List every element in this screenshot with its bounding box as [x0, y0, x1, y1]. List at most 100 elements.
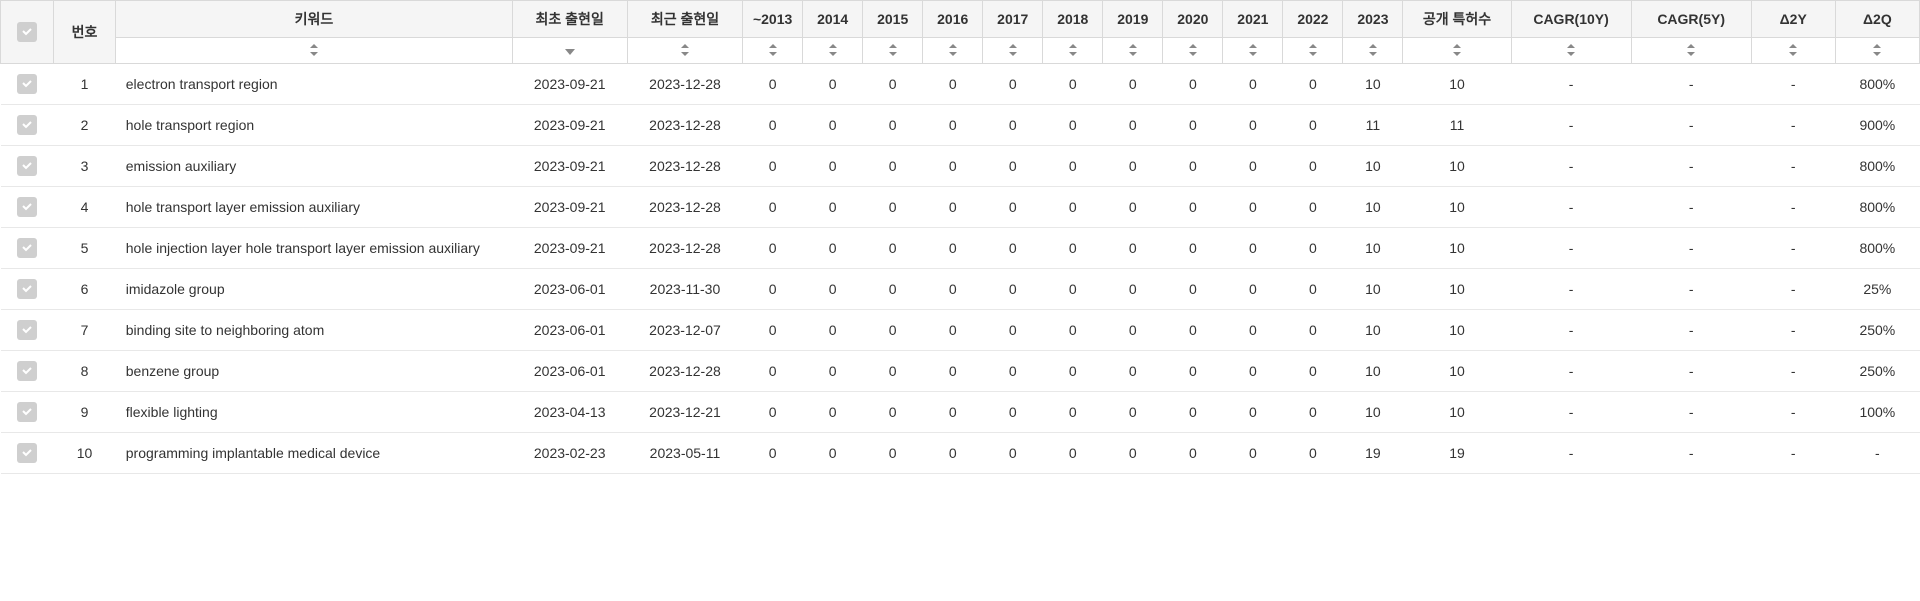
row-d2q: 25% — [1835, 269, 1919, 310]
row-y2015: 0 — [863, 187, 923, 228]
sort-both-icon — [1186, 43, 1200, 57]
header-delta2y[interactable]: Δ2Y — [1751, 1, 1835, 38]
row-keyword: flexible lighting — [116, 392, 512, 433]
header-no[interactable]: 번호 — [53, 1, 115, 64]
row-cagr10: - — [1511, 187, 1631, 228]
row-last-date: 2023-12-28 — [627, 228, 742, 269]
header-y2013[interactable]: ~2013 — [743, 1, 803, 38]
sort-d2y[interactable] — [1751, 38, 1835, 64]
sort-both-icon — [766, 43, 780, 57]
row-checkbox[interactable] — [17, 320, 37, 340]
sort-y2022[interactable] — [1283, 38, 1343, 64]
table-row: 4hole transport layer emission auxiliary… — [1, 187, 1920, 228]
row-y2019: 0 — [1103, 64, 1163, 105]
row-first-date: 2023-09-21 — [512, 228, 627, 269]
sort-first-date[interactable] — [512, 38, 627, 64]
sort-d2q[interactable] — [1835, 38, 1919, 64]
row-keyword: hole transport layer emission auxiliary — [116, 187, 512, 228]
row-y2019: 0 — [1103, 351, 1163, 392]
table-body: 1electron transport region2023-09-212023… — [1, 64, 1920, 474]
row-y2013: 0 — [743, 351, 803, 392]
header-delta2q[interactable]: Δ2Q — [1835, 1, 1919, 38]
row-cagr10: - — [1511, 64, 1631, 105]
row-y2018: 0 — [1043, 310, 1103, 351]
row-checkbox[interactable] — [17, 197, 37, 217]
row-y2021: 0 — [1223, 351, 1283, 392]
header-checkbox-cell — [1, 1, 54, 64]
row-checkbox[interactable] — [17, 238, 37, 258]
row-y2013: 0 — [743, 146, 803, 187]
row-checkbox[interactable] — [17, 279, 37, 299]
row-y2023: 10 — [1343, 269, 1403, 310]
header-y2018[interactable]: 2018 — [1043, 1, 1103, 38]
row-y2022: 0 — [1283, 392, 1343, 433]
header-y2022[interactable]: 2022 — [1283, 1, 1343, 38]
row-d2y: - — [1751, 64, 1835, 105]
sort-keyword[interactable] — [116, 38, 512, 64]
header-first-date[interactable]: 최초 출현일 — [512, 1, 627, 38]
row-d2y: - — [1751, 433, 1835, 474]
row-y2014: 0 — [803, 351, 863, 392]
sort-y2014[interactable] — [803, 38, 863, 64]
row-checkbox[interactable] — [17, 402, 37, 422]
row-d2y: - — [1751, 269, 1835, 310]
sort-y2021[interactable] — [1223, 38, 1283, 64]
header-last-date[interactable]: 최근 출현일 — [627, 1, 742, 38]
sort-y2013[interactable] — [743, 38, 803, 64]
header-y2016[interactable]: 2016 — [923, 1, 983, 38]
row-checkbox[interactable] — [17, 74, 37, 94]
row-y2013: 0 — [743, 392, 803, 433]
sort-y2017[interactable] — [983, 38, 1043, 64]
row-y2017: 0 — [983, 433, 1043, 474]
row-y2014: 0 — [803, 187, 863, 228]
row-first-date: 2023-02-23 — [512, 433, 627, 474]
sort-y2018[interactable] — [1043, 38, 1103, 64]
row-y2020: 0 — [1163, 146, 1223, 187]
row-y2017: 0 — [983, 64, 1043, 105]
sort-cagr10[interactable] — [1511, 38, 1631, 64]
header-cagr10[interactable]: CAGR(10Y) — [1511, 1, 1631, 38]
row-pub: 10 — [1403, 146, 1511, 187]
row-y2021: 0 — [1223, 64, 1283, 105]
row-checkbox[interactable] — [17, 115, 37, 135]
row-last-date: 2023-12-07 — [627, 310, 742, 351]
row-checkbox[interactable] — [17, 443, 37, 463]
header-y2021[interactable]: 2021 — [1223, 1, 1283, 38]
row-d2q: 800% — [1835, 146, 1919, 187]
sort-y2019[interactable] — [1103, 38, 1163, 64]
header-y2020[interactable]: 2020 — [1163, 1, 1223, 38]
header-y2015[interactable]: 2015 — [863, 1, 923, 38]
sort-last-date[interactable] — [627, 38, 742, 64]
row-y2020: 0 — [1163, 64, 1223, 105]
table-row: 6imidazole group2023-06-012023-11-300000… — [1, 269, 1920, 310]
table-row: 7binding site to neighboring atom2023-06… — [1, 310, 1920, 351]
row-last-date: 2023-12-28 — [627, 105, 742, 146]
header-keyword[interactable]: 키워드 — [116, 1, 512, 38]
sort-pub[interactable] — [1403, 38, 1511, 64]
row-checkbox[interactable] — [17, 156, 37, 176]
header-y2017[interactable]: 2017 — [983, 1, 1043, 38]
sort-cagr5[interactable] — [1631, 38, 1751, 64]
row-y2020: 0 — [1163, 187, 1223, 228]
select-all-checkbox[interactable] — [17, 22, 37, 42]
row-keyword: electron transport region — [116, 64, 512, 105]
sort-y2023[interactable] — [1343, 38, 1403, 64]
sort-y2020[interactable] — [1163, 38, 1223, 64]
row-keyword: imidazole group — [116, 269, 512, 310]
row-y2015: 0 — [863, 228, 923, 269]
header-y2023[interactable]: 2023 — [1343, 1, 1403, 38]
sort-both-icon — [1564, 43, 1578, 57]
row-y2023: 10 — [1343, 228, 1403, 269]
sort-y2015[interactable] — [863, 38, 923, 64]
header-y2014[interactable]: 2014 — [803, 1, 863, 38]
header-pub-count[interactable]: 공개 특허수 — [1403, 1, 1511, 38]
header-y2019[interactable]: 2019 — [1103, 1, 1163, 38]
header-cagr5[interactable]: CAGR(5Y) — [1631, 1, 1751, 38]
row-checkbox[interactable] — [17, 361, 37, 381]
row-y2022: 0 — [1283, 269, 1343, 310]
sort-both-icon — [1246, 43, 1260, 57]
sort-both-icon — [1006, 43, 1020, 57]
row-pub: 10 — [1403, 64, 1511, 105]
sort-y2016[interactable] — [923, 38, 983, 64]
row-d2q: 800% — [1835, 228, 1919, 269]
